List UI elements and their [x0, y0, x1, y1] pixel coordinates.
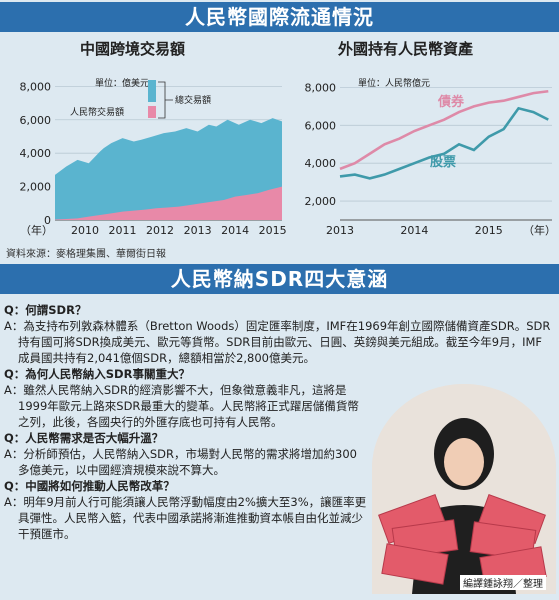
x-tick-label: 2011 — [109, 224, 137, 237]
legend-stocks: 股票 — [430, 154, 456, 170]
x-tick-label: 2012 — [146, 224, 174, 237]
legend-bonds: 債券 — [437, 94, 465, 110]
right-chart-title: 外國持有人民幣資產 — [338, 40, 474, 58]
section-banner-title: 人民幣納SDR四大意涵 — [0, 264, 559, 294]
question-4: Q：中國將如何推動人民幣改革？ — [4, 479, 175, 493]
question-1: Q：何謂SDR？ — [4, 303, 87, 317]
x-unit-label: （年） — [523, 223, 556, 237]
y-tick-label: 8,000 — [305, 81, 337, 94]
x-tick-label: 2015 — [475, 224, 503, 237]
y-tick-label: 4,000 — [20, 147, 52, 160]
cross-border-trade-chart: 0 2,000 4,000 6,000 8,000 2010 2011 2012 2013 201… — [20, 77, 287, 237]
legend-total-trade: 總交易額 — [175, 94, 211, 106]
x-unit-label: （年） — [20, 223, 53, 237]
rmb-trade-area — [55, 186, 282, 220]
legend-bracket — [158, 81, 173, 119]
x-tick-label: 2013 — [326, 224, 354, 237]
qa-section: Q：何謂SDR？ A：為支持布列敦森林體系（Bretton Woods）固定匯率… — [4, 302, 552, 542]
y-tick-label: 4,000 — [305, 157, 337, 170]
x-tick-label: 2014 — [221, 224, 249, 237]
question-2: Q：為何人民幣納入SDR事關重大？ — [4, 367, 190, 381]
bonds-line — [339, 89, 549, 171]
foreign-rmb-assets-chart: 2,000 4,000 6,000 8,000 2013 2014 2015 （年） 單位：人民… — [305, 77, 557, 237]
unit-label: 單位：人民幣億元 — [358, 77, 430, 89]
legend-rmb-trade: 人民幣交易額 — [70, 106, 124, 118]
top-banner-title: 人民幣國際流通情況 — [0, 2, 559, 32]
y-tick-label: 8,000 — [20, 80, 52, 93]
x-tick-label: 2010 — [71, 224, 99, 237]
question-3: Q：人民幣需求是否大幅升溫？ — [4, 431, 164, 445]
answer-1: A：為支持布列敦森林體系（Bretton Woods）固定匯率制度，IMF在19… — [4, 319, 551, 365]
photo-credit: 編譯鍾詠翔／整理 — [460, 575, 546, 590]
answer-3: A：分析師預估，人民幣納入SDR，市場對人民幣的需求將增加約300多億美元，以中… — [4, 447, 357, 477]
y-tick-label: 6,000 — [20, 114, 52, 127]
unit-label: 單位：億美元 — [95, 77, 149, 89]
legend-rmb-swatch — [148, 106, 156, 118]
x-tick-label: 2015 — [259, 224, 287, 237]
legend-total-swatch — [148, 80, 156, 102]
answer-4: A：明年9月前人行可能須讓人民幣浮動幅度由2%擴大至3%，讓匯率更具彈性。人民幣… — [4, 495, 367, 541]
total-trade-area — [55, 118, 282, 220]
stocks-line — [339, 106, 549, 180]
answer-2: A：雖然人民幣納入SDR的經濟影響不大，但象徵意義非凡，這將是1999年歐元上路… — [4, 383, 359, 429]
y-tick-label: 6,000 — [305, 119, 337, 132]
person-with-banknotes-photo: 編譯鍾詠翔／整理 — [372, 384, 556, 594]
source-note: 資料來源：麥格理集團、華爾街日報 — [6, 249, 166, 260]
y-tick-label: 0 — [44, 214, 51, 227]
x-tick-label: 2014 — [400, 224, 428, 237]
left-chart-title: 中國跨境交易額 — [80, 40, 186, 58]
y-tick-label: 2,000 — [305, 195, 337, 208]
y-tick-label: 2,000 — [20, 181, 52, 194]
x-tick-label: 2013 — [184, 224, 212, 237]
